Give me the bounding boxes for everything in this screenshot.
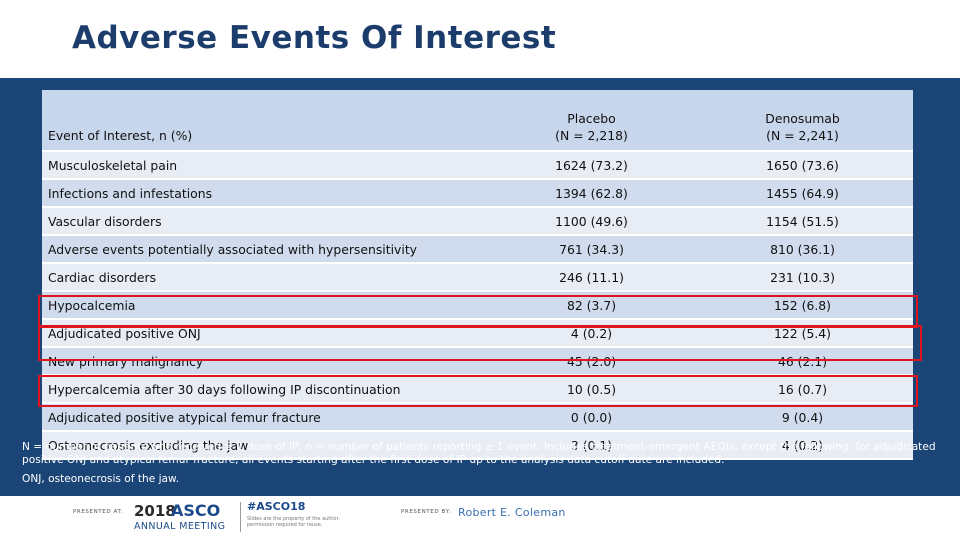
table-row: Vascular disorders 1100 (49.6) 1154 (51.… — [42, 207, 913, 236]
asco-logo: 2018 ASCO ANNUAL MEETING — [134, 500, 234, 536]
placebo-value: 1624 (73.2) — [491, 151, 692, 180]
header-denosumab-n: (N = 2,241) — [766, 128, 839, 143]
denosumab-value: 16 (0.7) — [692, 375, 913, 404]
denosumab-value: 231 (10.3) — [692, 263, 913, 292]
event-name: Vascular disorders — [42, 207, 491, 236]
hashtag: #ASCO18 — [247, 500, 306, 513]
denosumab-value: 46 (2.1) — [692, 347, 913, 376]
presented-at-label: PRESENTED AT: — [73, 509, 124, 515]
header-denosumab: Denosumab (N = 2,241) — [692, 90, 913, 152]
logo-subtitle: ANNUAL MEETING — [134, 521, 226, 532]
placebo-value: 10 (0.5) — [491, 375, 692, 404]
placebo-value: 0 (0.0) — [491, 403, 692, 432]
header-placebo: Placebo (N = 2,218) — [491, 90, 692, 152]
table-row: Musculoskeletal pain 1624 (73.2) 1650 (7… — [42, 151, 913, 180]
denosumab-value: 152 (6.8) — [692, 291, 913, 320]
denosumab-value: 1455 (64.9) — [692, 179, 913, 208]
table-row: Cardiac disorders 246 (11.1) 231 (10.3) — [42, 263, 913, 292]
denosumab-value: 1650 (73.6) — [692, 151, 913, 180]
placebo-value: 761 (34.3) — [491, 235, 692, 264]
page-title: Adverse Events Of Interest — [72, 20, 557, 56]
table-header-row: Event of Interest, n (%) Placebo (N = 2,… — [42, 90, 913, 152]
hashtag-note: Slides are the property of the author, p… — [247, 516, 341, 528]
table-row: Osteonecrosis excluding the jaw 3 (0.1) … — [42, 431, 913, 460]
adverse-events-table: Event of Interest, n (%) Placebo (N = 2,… — [42, 90, 913, 460]
denosumab-value: 810 (36.1) — [692, 235, 913, 264]
event-name: Musculoskeletal pain — [42, 151, 491, 180]
footnote: N = number of patients who received ≥ 1 … — [22, 441, 952, 486]
denosumab-value: 9 (0.4) — [692, 403, 913, 432]
title-band: Adverse Events Of Interest — [0, 0, 960, 78]
table-row: Infections and infestations 1394 (62.8) … — [42, 179, 913, 208]
denosumab-value: 122 (5.4) — [692, 319, 913, 348]
logo-name: ASCO — [171, 501, 221, 520]
event-name: Hypercalcemia after 30 days following IP… — [42, 375, 491, 404]
table-row: Adjudicated positive atypical femur frac… — [42, 403, 913, 432]
placebo-value: 82 (3.7) — [491, 291, 692, 320]
presenter-name: Robert E. Coleman — [458, 506, 566, 519]
placebo-value: 246 (11.1) — [491, 263, 692, 292]
denosumab-value: 1154 (51.5) — [692, 207, 913, 236]
denosumab-value: 4 (0.2) — [692, 431, 913, 460]
event-name: Osteonecrosis excluding the jaw — [42, 431, 491, 460]
footer-divider — [240, 502, 241, 532]
table-row: Adjudicated positive ONJ 4 (0.2) 122 (5.… — [42, 319, 913, 348]
table-row: New primary malignancy 45 (2.0) 46 (2.1) — [42, 347, 913, 376]
footnote-definitions: N = number of patients who received ≥ 1 … — [22, 441, 936, 466]
table-row: Adverse events potentially associated wi… — [42, 235, 913, 264]
event-name: Infections and infestations — [42, 179, 491, 208]
footer: PRESENTED AT: 2018 ASCO ANNUAL MEETING #… — [0, 496, 960, 540]
footnote-abbreviation: ONJ, osteonecrosis of the jaw. — [22, 473, 180, 485]
header-placebo-name: Placebo — [567, 111, 616, 126]
event-name: Adverse events potentially associated wi… — [42, 235, 491, 264]
table-row: Hypocalcemia 82 (3.7) 152 (6.8) — [42, 291, 913, 320]
event-name: Cardiac disorders — [42, 263, 491, 292]
event-name: Adjudicated positive atypical femur frac… — [42, 403, 491, 432]
table-row: Hypercalcemia after 30 days following IP… — [42, 375, 913, 404]
header-event: Event of Interest, n (%) — [42, 90, 491, 152]
header-placebo-n: (N = 2,218) — [555, 128, 628, 143]
placebo-value: 1394 (62.8) — [491, 179, 692, 208]
placebo-value: 45 (2.0) — [491, 347, 692, 376]
placebo-value: 1100 (49.6) — [491, 207, 692, 236]
placebo-value: 4 (0.2) — [491, 319, 692, 348]
presented-by-label: PRESENTED BY: — [401, 509, 452, 515]
event-name: New primary malignancy — [42, 347, 491, 376]
header-denosumab-name: Denosumab — [765, 111, 840, 126]
event-name: Adjudicated positive ONJ — [42, 319, 491, 348]
logo-year: 2018 — [134, 502, 176, 520]
event-name: Hypocalcemia — [42, 291, 491, 320]
placebo-value: 3 (0.1) — [491, 431, 692, 460]
